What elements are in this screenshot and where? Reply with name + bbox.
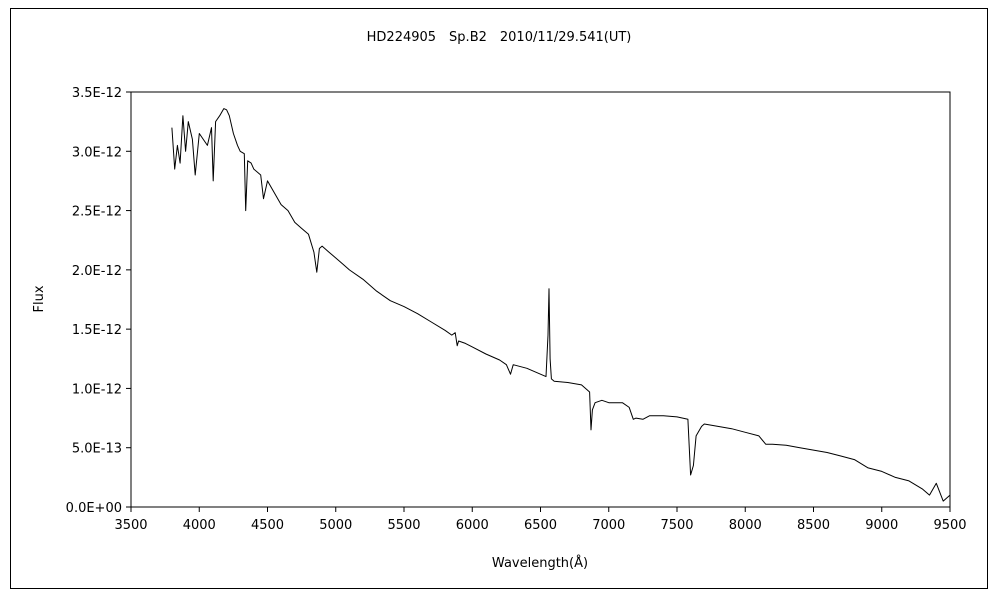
plot-area [130,91,951,508]
y-tick-label: 0.0E+00 [66,501,122,516]
spectrum-chart: HD224905 Sp.B2 2010/11/29.541(UT) 3500 40… [32,30,967,571]
series-layer [171,108,951,502]
x-tick-label: 9500 [933,518,966,533]
x-tick-label: 7500 [660,518,693,533]
y-tick-label: 1.0E-12 [72,382,122,397]
y-tick-label: 3.5E-12 [72,86,122,101]
y-tick-label: 2.5E-12 [72,205,122,220]
y-tick-label: 1.5E-12 [72,323,122,338]
x-tick-label: 6500 [524,518,557,533]
y-axis-label: Flux [32,285,47,312]
x-tick-label: 4000 [183,518,216,533]
y-axis: 0.0E+00 5.0E-13 1.0E-12 1.5E-12 2.0E-12 2.5E-… [66,86,131,516]
x-tick-label: 3500 [114,518,147,533]
x-tick-label: 8500 [797,518,830,533]
x-tick-label: 5000 [319,518,352,533]
y-tick-label: 5.0E-13 [72,442,122,457]
x-axis-label: Wavelength(Å) [492,555,588,571]
x-tick-label: 6000 [456,518,489,533]
y-tick-label: 3.0E-12 [72,145,122,160]
x-tick-label: 5500 [387,518,420,533]
x-tick-label: 9000 [865,518,898,533]
y-tick-label: 2.0E-12 [72,264,122,279]
chart-frame: HD224905 Sp.B2 2010/11/29.541(UT) 3500 40… [10,8,988,589]
x-axis: 3500 4000 4500 5000 5500 6000 6500 7000 7500 8000… [114,507,967,533]
chart-title: HD224905 Sp.B2 2010/11/29.541(UT) [367,30,632,45]
x-tick-label: 8000 [729,518,762,533]
spectrum-line [171,108,951,502]
x-tick-label: 4500 [251,518,284,533]
x-tick-label: 7000 [592,518,625,533]
